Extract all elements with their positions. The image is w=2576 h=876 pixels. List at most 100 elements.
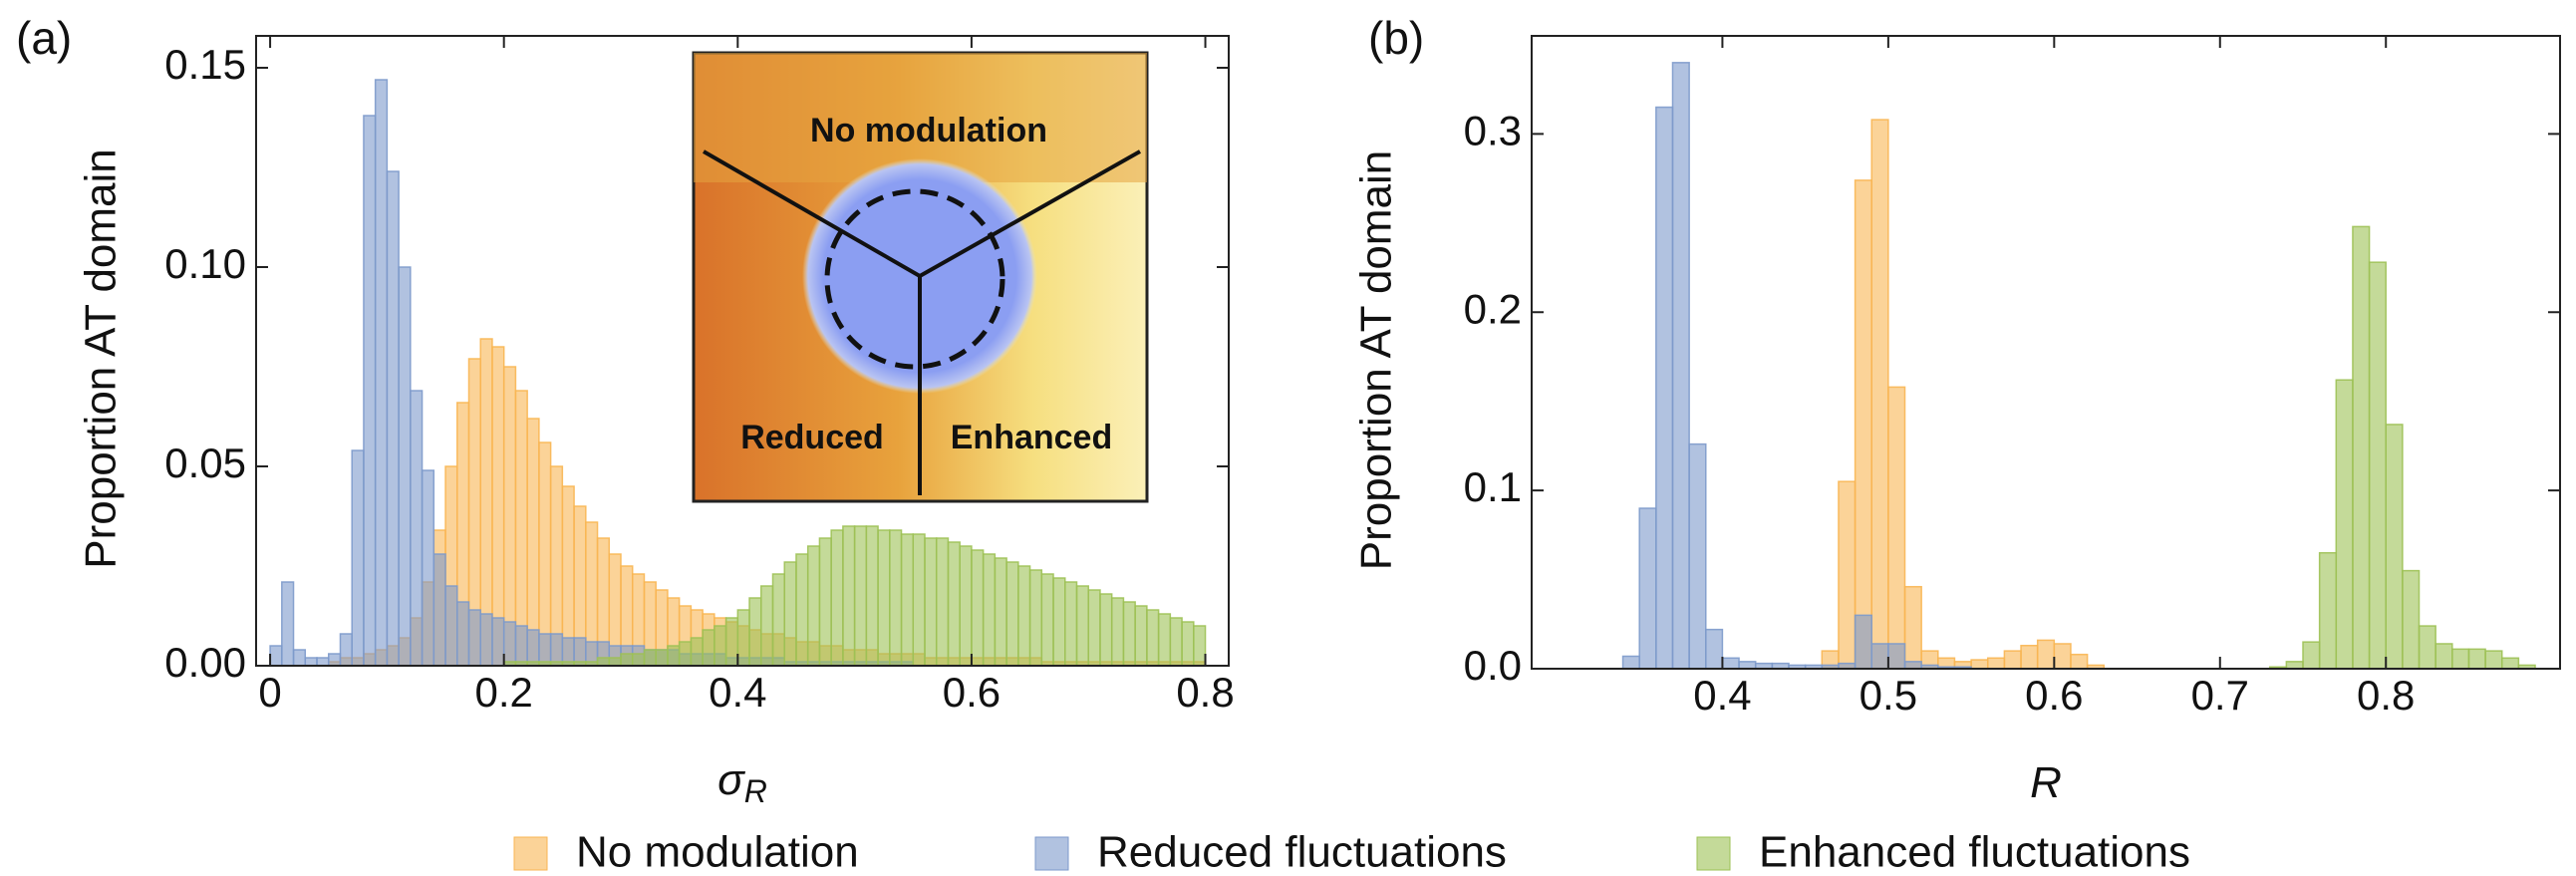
inset-label: No modulation bbox=[810, 112, 1047, 149]
histogram-bar bbox=[527, 419, 539, 666]
x-tick-label: 0 bbox=[258, 669, 281, 716]
histogram-bar bbox=[2303, 642, 2320, 669]
panel-label: (b) bbox=[1368, 12, 1424, 64]
histogram-bar bbox=[1018, 566, 1030, 666]
histogram-bar bbox=[1856, 615, 1872, 669]
histogram-bar bbox=[1170, 618, 1182, 666]
histogram-bar bbox=[492, 618, 504, 666]
histogram-bar bbox=[527, 630, 539, 666]
histogram-bar bbox=[480, 614, 492, 666]
histogram-bar bbox=[1077, 586, 1089, 666]
histogram-bar bbox=[796, 554, 808, 666]
histogram-bar bbox=[411, 391, 423, 666]
y-tick-label: 0.00 bbox=[164, 639, 246, 686]
histogram-bar bbox=[1856, 180, 1872, 669]
histogram-bar bbox=[1159, 614, 1171, 666]
histogram-bar bbox=[1839, 481, 1856, 669]
y-tick-label: 0.0 bbox=[1464, 642, 1522, 689]
legend-swatch bbox=[1035, 837, 1068, 870]
y-axis-label: Proportion AT domain bbox=[1352, 150, 1401, 571]
histogram-bar bbox=[691, 638, 703, 666]
histogram-bar bbox=[680, 642, 692, 666]
x-tick-label: 0.4 bbox=[709, 669, 766, 716]
histogram-bar bbox=[948, 542, 960, 666]
histogram-bar bbox=[469, 610, 481, 666]
histogram-bar bbox=[2370, 262, 2387, 669]
histogram-bar bbox=[282, 582, 294, 666]
histogram-bar bbox=[866, 526, 878, 666]
histogram-bar bbox=[656, 650, 668, 666]
histogram-bar bbox=[598, 658, 610, 666]
y-tick-label: 0.1 bbox=[1464, 463, 1522, 510]
histogram-bar bbox=[703, 630, 715, 666]
y-axis-label: Proportion AT domain bbox=[77, 148, 126, 569]
histogram-bar bbox=[433, 554, 445, 666]
legend-label: Enhanced fluctuations bbox=[1759, 828, 2190, 876]
histogram-bar bbox=[1722, 658, 1739, 669]
legend-label: No modulation bbox=[576, 828, 859, 876]
histogram-bar bbox=[329, 654, 341, 666]
histogram-bar bbox=[376, 80, 388, 666]
histogram-bar bbox=[445, 586, 457, 666]
histogram-bar bbox=[2320, 553, 2337, 669]
histogram-bar bbox=[1194, 626, 1206, 666]
histogram-bar bbox=[1065, 582, 1077, 666]
x-tick-label: 0.4 bbox=[1693, 672, 1751, 719]
histogram-bar bbox=[515, 626, 527, 666]
histogram-bar bbox=[1053, 578, 1065, 666]
x-tick-label: 0.5 bbox=[1860, 672, 1917, 719]
histogram-bar bbox=[2021, 646, 2038, 669]
histogram-bar bbox=[2386, 425, 2403, 669]
inset-label: Enhanced bbox=[951, 419, 1112, 456]
histogram-bar bbox=[1123, 602, 1135, 666]
histogram-bar bbox=[340, 634, 352, 666]
histogram-bar bbox=[1100, 594, 1112, 666]
histogram-bar bbox=[2353, 226, 2370, 669]
histogram-bar bbox=[1706, 630, 1723, 669]
histogram-bar bbox=[937, 538, 949, 666]
x-axis-label-subscript: R bbox=[744, 773, 767, 809]
histogram-bar bbox=[2071, 655, 2088, 669]
histogram-bar bbox=[2336, 380, 2353, 669]
histogram-bar bbox=[668, 646, 680, 666]
histogram-bar bbox=[1888, 644, 1905, 669]
histogram-bar bbox=[399, 267, 411, 666]
histogram-bar bbox=[294, 650, 306, 666]
histogram-bar bbox=[2485, 651, 2502, 669]
histogram-bar bbox=[1988, 658, 2005, 669]
histogram-bar bbox=[715, 626, 726, 666]
x-axis-label: R bbox=[2030, 758, 2062, 807]
histogram-bar bbox=[539, 442, 551, 666]
histogram-bar bbox=[2468, 649, 2485, 669]
histogram-bar bbox=[960, 546, 972, 666]
histogram-bar bbox=[843, 526, 855, 666]
legend-swatch bbox=[514, 837, 547, 870]
histogram-bar bbox=[2435, 644, 2452, 669]
histogram-bar bbox=[633, 654, 645, 666]
histogram-bar bbox=[1871, 120, 1888, 669]
histogram-bar bbox=[515, 391, 527, 666]
histogram-bar bbox=[773, 574, 785, 666]
histogram-bar bbox=[2420, 626, 2436, 669]
x-tick-label: 0.6 bbox=[943, 669, 1001, 716]
y-tick-label: 0.3 bbox=[1464, 107, 1522, 153]
histogram-bar bbox=[1112, 598, 1124, 666]
histogram-bar bbox=[726, 618, 738, 666]
legend-swatch bbox=[1697, 837, 1730, 870]
histogram-bar bbox=[2054, 644, 2071, 669]
histogram-bar bbox=[1088, 590, 1100, 666]
histogram-bar bbox=[1030, 570, 1042, 666]
histogram-bar bbox=[1006, 562, 1018, 666]
histogram-bar bbox=[504, 367, 516, 666]
x-tick-label: 0.6 bbox=[2025, 672, 2083, 719]
histogram-bar bbox=[2038, 640, 2055, 669]
histogram-bar bbox=[737, 610, 749, 666]
histogram-bar bbox=[317, 658, 329, 666]
histogram-bar bbox=[1905, 587, 1922, 669]
histogram-bar bbox=[2004, 651, 2021, 669]
histogram-bar bbox=[995, 558, 1006, 666]
histogram-bar bbox=[1182, 622, 1194, 666]
histogram-bar bbox=[831, 530, 843, 666]
histogram-bar bbox=[890, 530, 902, 666]
histogram-bar bbox=[270, 646, 282, 666]
